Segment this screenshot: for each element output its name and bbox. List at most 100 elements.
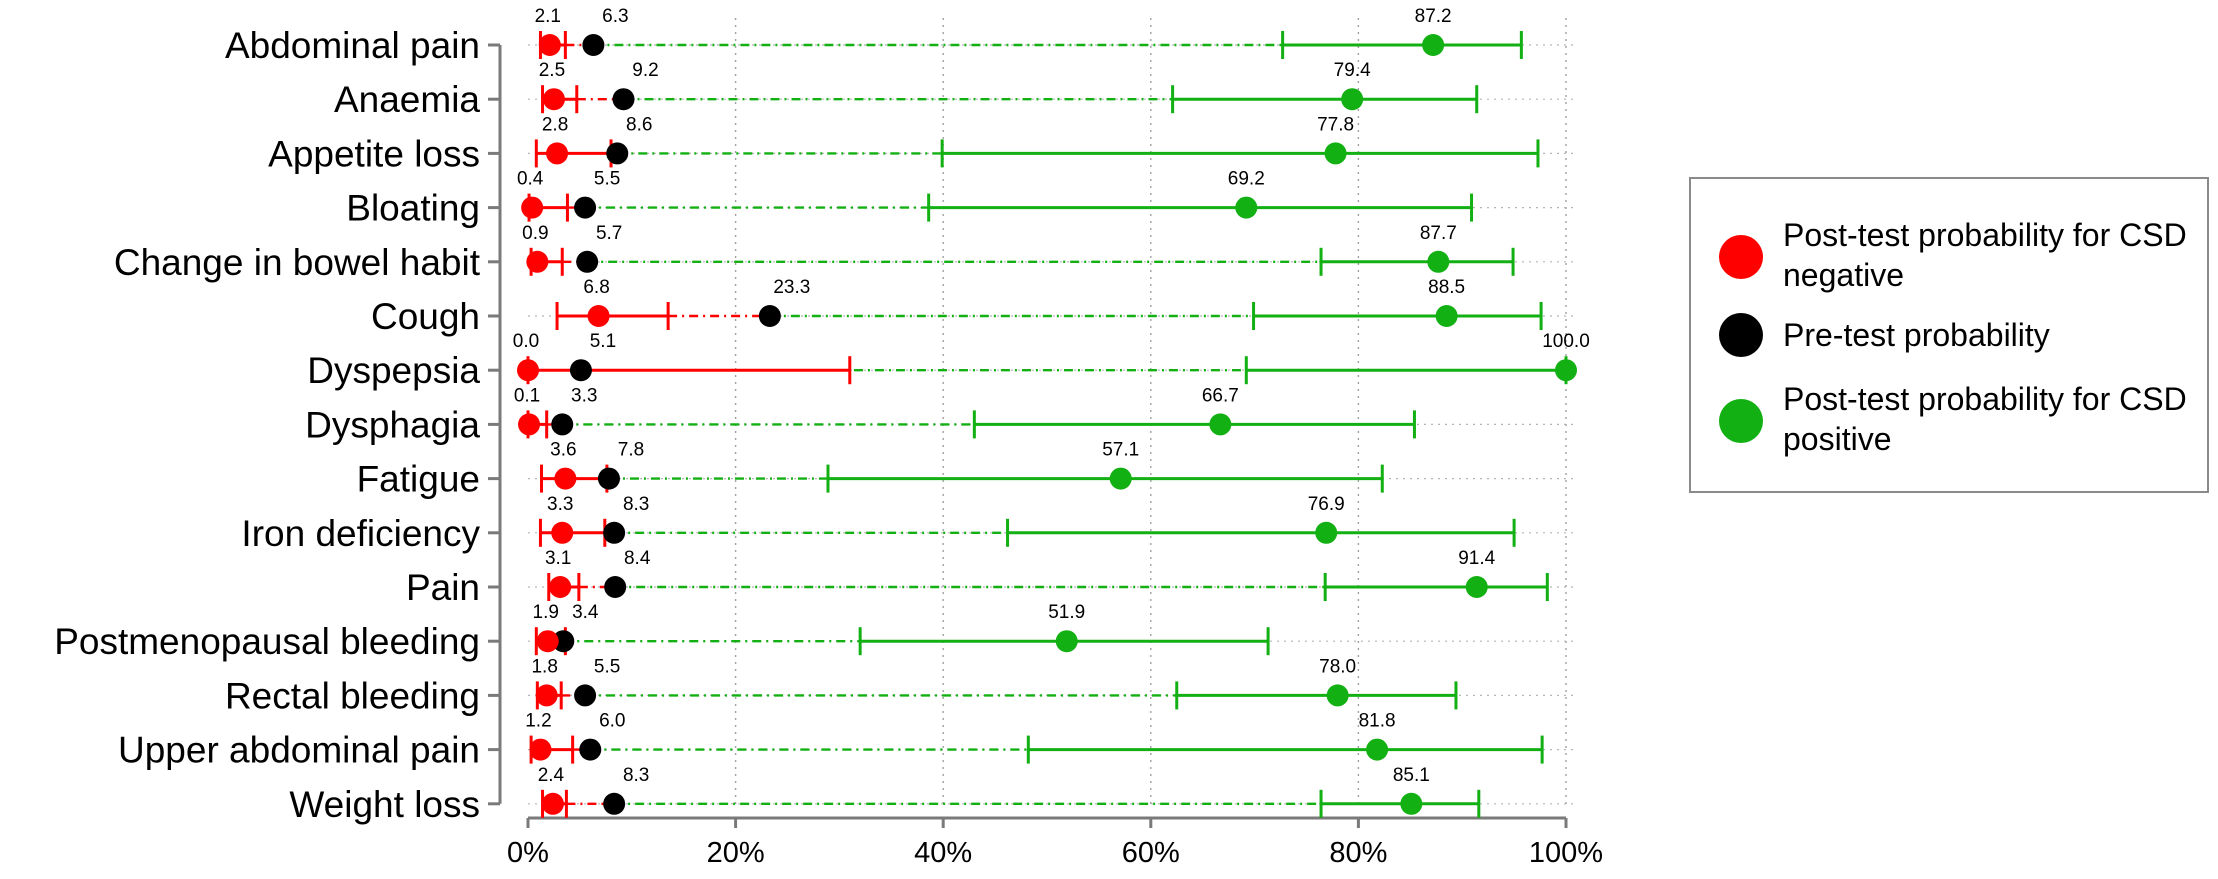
category-label: Anaemia	[334, 79, 480, 120]
pre-test-point	[603, 792, 626, 815]
negative-point	[518, 413, 541, 436]
pre-test-point	[758, 305, 781, 327]
negative-point	[551, 521, 574, 544]
positive-value-label: 87.7	[1420, 223, 1457, 244]
positive-value-label: 57.1	[1102, 440, 1139, 461]
negative-point	[526, 250, 549, 273]
legend-label: Post-test probability for CSD negative	[1783, 217, 2187, 293]
positive-value-label: 66.7	[1202, 385, 1239, 406]
negative-value-label: 3.3	[547, 494, 573, 515]
category-label: Iron deficiency	[241, 513, 480, 554]
pre-test-point	[551, 413, 574, 436]
pre-test-point	[604, 576, 627, 598]
negative-value-label: 2.4	[538, 765, 565, 786]
x-tick-label: 80%	[1329, 837, 1387, 869]
positive-point	[1465, 576, 1488, 598]
positive-point	[1324, 142, 1347, 165]
pre-test-value-label: 9.2	[632, 60, 658, 81]
negative-point	[521, 196, 544, 219]
positive-point	[1427, 250, 1450, 273]
negative-point	[517, 359, 539, 382]
negative-point	[535, 684, 558, 707]
pre-test-value-label: 8.6	[626, 114, 652, 135]
pre-test-point	[569, 359, 592, 382]
pre-test-value-label: 5.5	[594, 169, 620, 190]
pre-test-point	[574, 196, 597, 219]
pre-test-value-label: 5.7	[596, 223, 622, 244]
positive-point	[1400, 792, 1423, 815]
positive-value-label: 91.4	[1458, 548, 1495, 569]
negative-point	[541, 792, 564, 815]
pre-test-point	[579, 738, 602, 761]
pre-test-value-label: 7.8	[618, 440, 644, 461]
pre-test-value-label: 6.3	[602, 6, 628, 27]
positive-point	[1435, 305, 1458, 327]
category-label: Upper abdominal pain	[118, 730, 480, 771]
x-tick-label: 20%	[707, 837, 765, 869]
negative-point	[538, 34, 561, 56]
category-label: Pain	[406, 567, 480, 608]
category-label: Cough	[371, 296, 480, 337]
positive-point	[1422, 34, 1445, 56]
negative-value-label: 1.8	[531, 656, 557, 677]
forest-plot: 0% 20% 40% 60% 80% 100% Abdominal pain Anaemia A…	[54, 6, 1603, 869]
pre-test-value-label: 8.3	[623, 494, 649, 515]
positive-value-label: 81.8	[1359, 711, 1396, 732]
pre-test-value-label: 6.0	[599, 711, 625, 732]
category-label: Abdominal pain	[225, 25, 480, 66]
negative-point	[536, 630, 559, 653]
pre-test-value-label: 5.1	[590, 331, 616, 352]
positive-point	[1341, 88, 1364, 111]
category-label: Appetite loss	[268, 133, 480, 174]
pre-test-point	[552, 630, 575, 653]
x-tick-label: 0%	[507, 837, 549, 869]
category-label: Rectal bleeding	[225, 675, 480, 716]
category-label: Dysphagia	[305, 404, 480, 445]
legend-label: Post-test probability for CSD positive	[1783, 381, 2187, 457]
pre-test-value-label: 5.5	[594, 656, 620, 677]
category-label: Fatigue	[357, 459, 480, 500]
category-label: Change in bowel habit	[114, 242, 481, 283]
x-tick-label: 40%	[914, 837, 972, 869]
positive-point	[1555, 359, 1577, 382]
negative-value-label: 2.1	[535, 6, 561, 27]
positive-value-label: 78.0	[1319, 656, 1356, 677]
negative-value-label: 1.2	[525, 711, 551, 732]
pre-test-value-label: 23.3	[773, 277, 810, 298]
negative-point	[549, 576, 572, 598]
pre-test-value-label: 3.3	[571, 385, 597, 406]
negative-point	[546, 142, 569, 165]
category-label: Dyspepsia	[307, 350, 480, 391]
positive-point	[1235, 196, 1258, 219]
negative-point	[529, 738, 552, 761]
pre-test-point	[582, 34, 605, 56]
positive-value-label: 76.9	[1308, 494, 1345, 515]
legend-label: Pre-test probability	[1783, 317, 2050, 353]
positive-point	[1109, 467, 1132, 490]
legend: Post-test probability for CSD negative P…	[1689, 177, 2209, 493]
pre-test-point	[574, 684, 597, 707]
pre-test-point	[597, 467, 620, 490]
positive-point	[1209, 413, 1232, 436]
category-label: Bloating	[346, 188, 480, 229]
legend-marker-green	[1719, 399, 1763, 443]
positive-point	[1315, 521, 1338, 544]
positive-point	[1055, 630, 1078, 653]
negative-value-label: 0.4	[517, 169, 544, 190]
legend-marker-black	[1719, 313, 1763, 357]
pre-test-value-label: 8.3	[623, 765, 649, 786]
negative-point	[587, 305, 610, 327]
pre-test-point	[576, 250, 599, 273]
negative-point	[554, 467, 577, 490]
negative-value-label: 2.8	[542, 114, 568, 135]
category-label: Postmenopausal bleeding	[54, 621, 480, 662]
positive-value-label: 77.8	[1317, 114, 1354, 135]
positive-value-label: 79.4	[1334, 60, 1371, 81]
positive-value-label: 88.5	[1428, 277, 1465, 298]
positive-value-label: 51.9	[1048, 602, 1085, 623]
positive-point	[1366, 738, 1389, 761]
negative-value-label: 6.8	[583, 277, 609, 298]
negative-value-label: 2.5	[539, 60, 565, 81]
negative-value-label: 3.1	[545, 548, 571, 569]
pre-test-point	[603, 521, 626, 544]
